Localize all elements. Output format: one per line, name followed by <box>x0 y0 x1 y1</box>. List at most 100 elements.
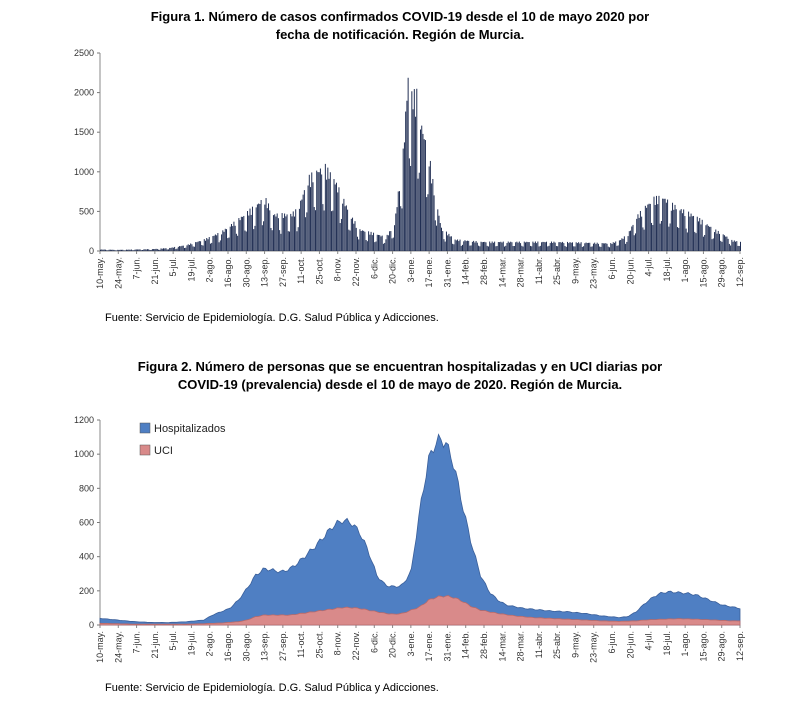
fig1-xtick-label: 16-ago. <box>223 257 233 288</box>
fig1-bar <box>405 111 407 251</box>
fig1-xtick-label: 28-mar. <box>516 257 526 288</box>
fig1-ytick-label: 500 <box>79 206 94 216</box>
fig1-bar <box>328 178 330 251</box>
fig1-bar <box>512 246 514 251</box>
fig1-bar <box>345 205 347 251</box>
fig1-bar <box>313 207 315 251</box>
fig1-bar <box>222 230 224 251</box>
fig1-bar <box>552 242 554 251</box>
fig1-xtick-label: 31-ene. <box>442 257 452 288</box>
fig2-series-uci-area <box>99 595 741 626</box>
fig1-bar <box>243 215 245 251</box>
fig1-bar <box>400 206 402 251</box>
fig1-bar <box>100 249 101 251</box>
fig1-bar <box>130 249 132 251</box>
fig1-bar <box>353 223 355 251</box>
fig1-bar <box>510 241 512 251</box>
fig1-bar <box>448 233 450 251</box>
fig1-bar <box>132 250 134 251</box>
fig1-bar <box>342 203 344 251</box>
fig1-bar <box>591 246 593 251</box>
fig1-bar <box>281 213 283 251</box>
fig1-bar <box>125 249 127 251</box>
fig1-bar <box>547 246 549 251</box>
fig1-bar <box>265 198 267 251</box>
fig1-bar <box>366 241 368 251</box>
fig1-xtick-label: 12-sep. <box>735 257 745 287</box>
fig1-bar <box>665 202 667 251</box>
fig2-xtick-label: 12-sep. <box>735 631 745 661</box>
fig1-bar <box>144 249 146 251</box>
fig1-bar <box>428 166 430 251</box>
fig1-bar <box>578 242 580 251</box>
fig2-ytick-label: 400 <box>79 552 94 562</box>
fig1-bar <box>710 226 712 251</box>
fig1-bar <box>584 243 586 251</box>
fig1-bar <box>452 243 454 251</box>
fig1-bar <box>439 223 441 251</box>
fig1-bar <box>501 242 503 251</box>
fig1-bar <box>392 237 394 251</box>
fig1-bar <box>579 243 581 251</box>
fig1-bar <box>118 249 120 251</box>
fig1-bar <box>399 191 400 251</box>
fig1-bar <box>679 210 681 251</box>
fig1-bar <box>681 213 683 251</box>
fig1-bar <box>179 246 181 251</box>
fig1-bar <box>721 241 723 251</box>
fig2-xtick-label: 11-oct. <box>296 631 306 658</box>
fig1-bar <box>352 217 354 251</box>
fig1-bar <box>374 242 376 251</box>
fig1-bar <box>684 216 686 251</box>
fig1-bar <box>581 246 583 251</box>
fig1-bar <box>390 231 392 251</box>
fig1-bar <box>463 241 465 251</box>
fig1-bar <box>200 241 202 251</box>
fig1-bar <box>529 245 531 251</box>
fig1-bar <box>731 239 733 251</box>
fig2-ytick-label: 600 <box>79 518 94 528</box>
fig1-bar <box>242 216 244 251</box>
fig1-bar <box>417 178 419 251</box>
fig1-bar <box>192 246 194 251</box>
fig1-bar <box>601 243 603 251</box>
fig1-bar <box>632 224 634 251</box>
fig1-bar <box>531 246 533 251</box>
fig2-xtick-label: 20-dic. <box>388 631 398 658</box>
fig1-bar <box>465 241 467 251</box>
fig1-bar <box>704 235 706 251</box>
fig1-bar <box>415 116 417 251</box>
fig1-bar <box>338 187 340 251</box>
fig1-bar <box>212 236 214 251</box>
fig2-ytick-label: 0 <box>89 620 94 630</box>
fig1-bar <box>150 250 152 251</box>
fig1-bar <box>140 250 142 251</box>
fig1-xtick-label: 10-may. <box>95 257 105 289</box>
fig1-bar <box>495 246 497 251</box>
fig1-bar <box>570 242 572 251</box>
fig1-bar <box>560 242 562 251</box>
fig1-bar <box>497 242 499 251</box>
fig1-bar <box>254 225 256 251</box>
fig1-bar <box>637 214 639 251</box>
fig1-bar <box>515 242 517 251</box>
fig1-bar <box>228 237 230 251</box>
fig1-bar <box>232 226 234 251</box>
fig1-bar <box>176 248 178 251</box>
fig1-bar <box>376 234 378 251</box>
fig1-bar <box>280 233 282 251</box>
fig1-bar <box>643 229 645 251</box>
fig1-bar <box>358 239 360 251</box>
fig1-bar <box>491 241 493 251</box>
fig1-bar <box>669 223 671 251</box>
figure2-title-line1: Figura 2. Número de personas que se encu… <box>137 359 663 374</box>
fig2-xtick-label: 3-ene. <box>406 631 416 657</box>
fig1-ytick-label: 2500 <box>74 48 94 58</box>
fig1-bar <box>323 210 325 251</box>
fig2-xtick-label: 10-may. <box>95 631 105 663</box>
fig1-bar <box>719 233 720 251</box>
fig1-bar <box>137 249 139 251</box>
fig2-xtick-label: 20-jun. <box>625 631 635 659</box>
